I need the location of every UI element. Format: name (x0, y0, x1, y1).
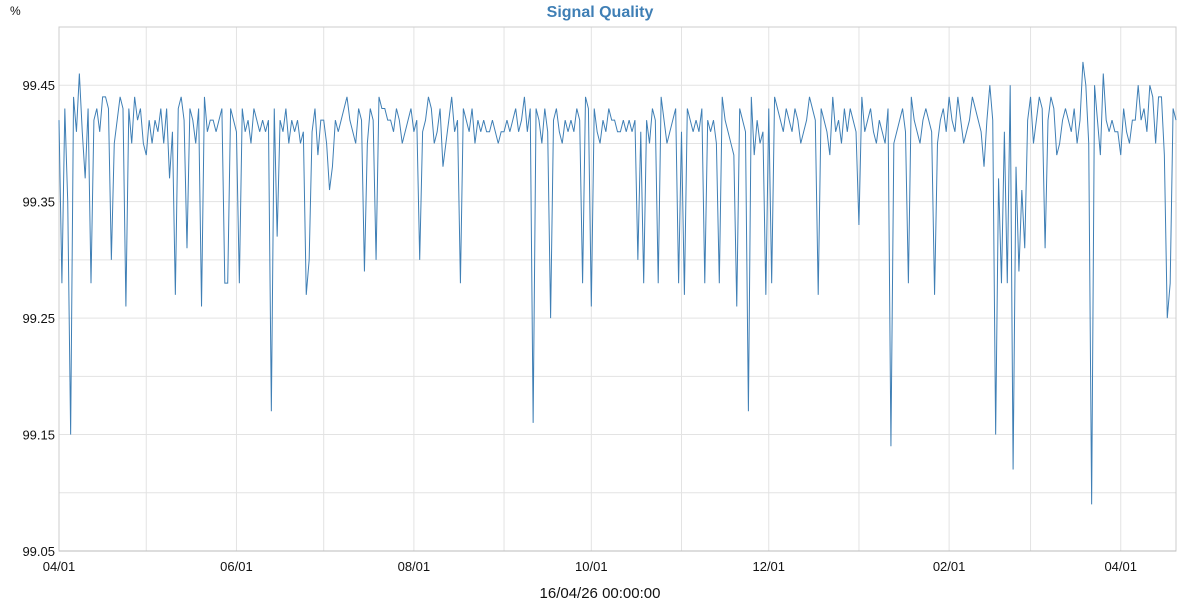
x-tick-label: 04/01 (43, 559, 76, 574)
plot-frame (58, 26, 1177, 552)
x-tick-label: 08/01 (398, 559, 431, 574)
x-tick-label: 10/01 (575, 559, 608, 574)
y-tick-label: 99.45 (22, 78, 55, 93)
x-tick-label: 12/01 (752, 559, 785, 574)
grid (58, 26, 1176, 552)
x-tick-labels: 04/01 06/01 08/01 10/01 12/01 02/01 04/01 (43, 559, 1137, 574)
x-tick-label: 02/01 (933, 559, 966, 574)
series-line (58, 61, 1177, 505)
x-tick-label: 04/01 (1104, 559, 1137, 574)
x-axis-label: 16/04/26 00:00:00 (540, 585, 661, 600)
x-tick-label: 06/01 (220, 559, 253, 574)
y-tick-label: 99.05 (22, 544, 55, 559)
y-tick-label: 99.25 (22, 311, 55, 326)
y-tick-label: 99.35 (22, 195, 55, 210)
chart-title: Signal Quality (547, 4, 654, 21)
y-axis-unit: % (10, 4, 21, 18)
y-tick-labels: 99.05 99.15 99.25 99.35 99.45 (22, 78, 55, 559)
axes (58, 26, 1177, 552)
y-tick-label: 99.15 (22, 428, 55, 443)
